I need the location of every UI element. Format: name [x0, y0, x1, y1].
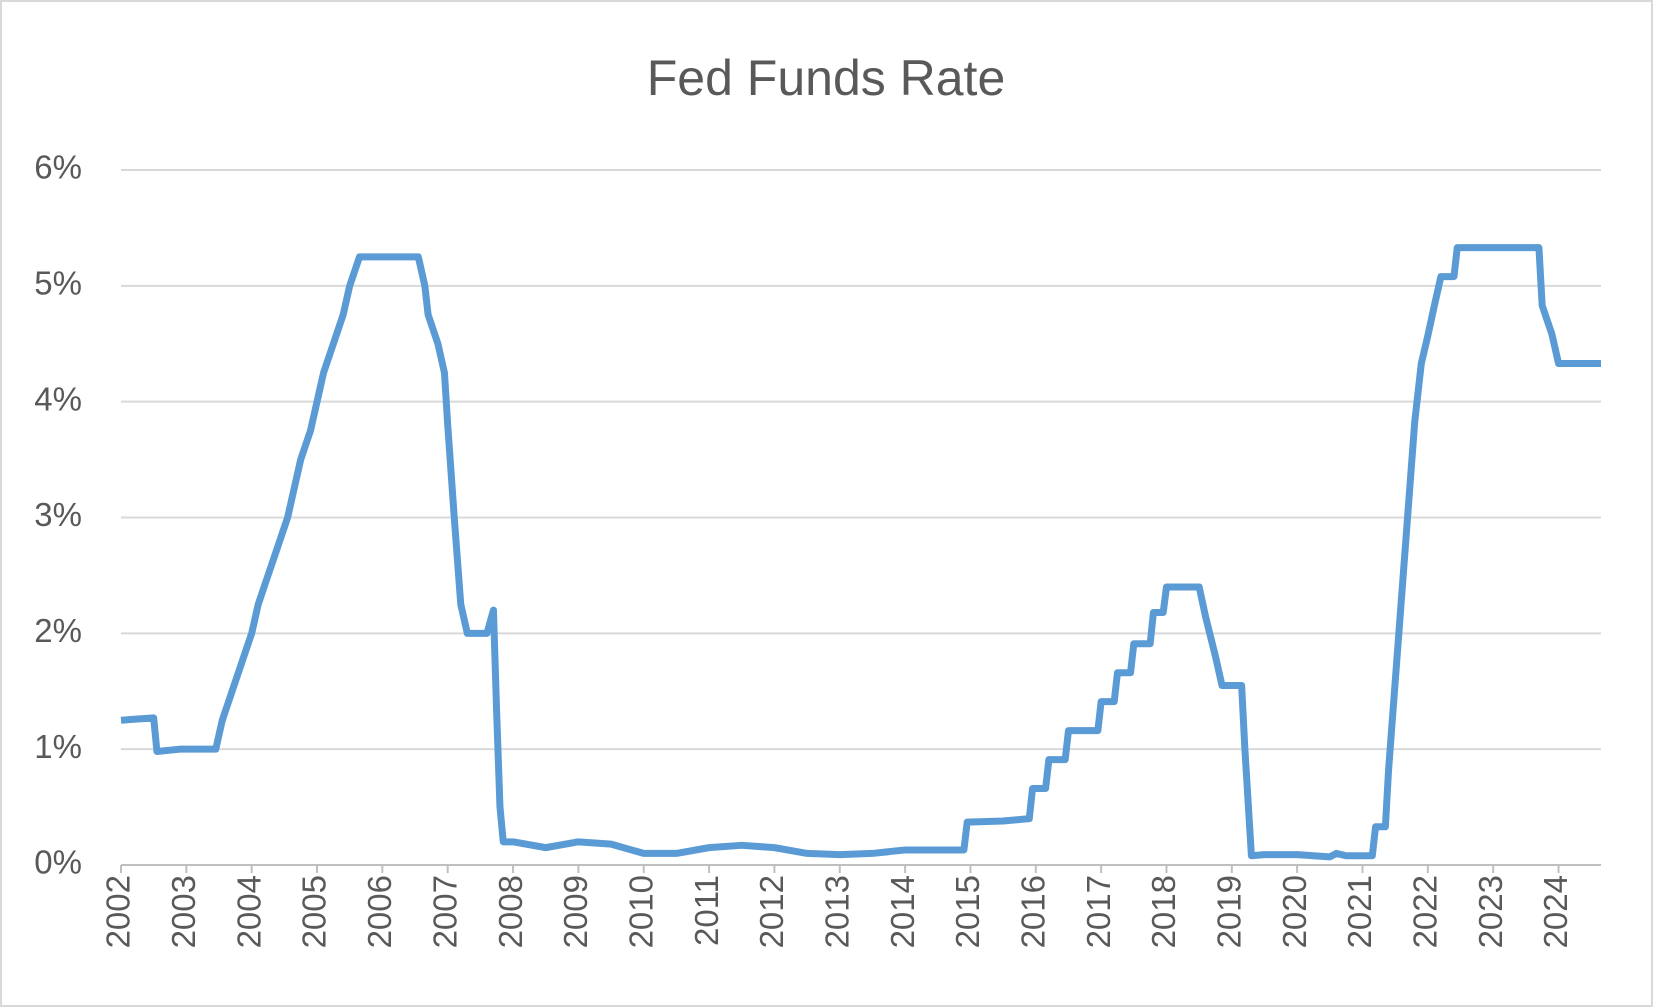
x-tick-label: 2018 — [1145, 875, 1182, 948]
x-tick-label: 2014 — [884, 875, 921, 948]
y-tick-label: 5% — [34, 265, 82, 302]
x-tick-label: 2011 — [688, 875, 725, 946]
x-tick-label: 2007 — [426, 875, 463, 948]
x-tick-label: 2015 — [949, 875, 986, 948]
x-tick-label: 2016 — [1015, 875, 1052, 948]
chart-title: Fed Funds Rate — [647, 50, 1006, 106]
y-tick-label: 0% — [34, 844, 82, 881]
x-tick-label: 2021 — [1341, 875, 1378, 948]
data-line — [120, 244, 1601, 861]
y-tick-label: 4% — [34, 380, 82, 417]
y-tick-label: 3% — [34, 496, 82, 533]
y-tick-label: 1% — [34, 728, 82, 765]
x-tick-label: 2023 — [1472, 875, 1509, 948]
y-tick-label: 2% — [34, 612, 82, 649]
x-tick-label: 2010 — [622, 875, 659, 948]
x-tick-label: 2003 — [165, 875, 202, 948]
y-tick-label: 6% — [34, 149, 82, 186]
x-tick-label: 2020 — [1276, 875, 1313, 948]
x-tick-label: 2009 — [557, 875, 594, 948]
x-tick-label: 2002 — [100, 875, 137, 948]
x-tick-label: 2012 — [753, 875, 790, 948]
x-tick-label: 2006 — [361, 875, 398, 948]
x-tick-label: 2019 — [1211, 875, 1248, 948]
x-tick-label: 2004 — [230, 875, 267, 948]
x-tick-label: 2024 — [1537, 875, 1574, 948]
x-tick-label: 2005 — [296, 875, 333, 948]
x-tick-label: 2008 — [492, 875, 529, 948]
x-tick-label: 2013 — [818, 875, 855, 948]
x-tick-label: 2022 — [1407, 875, 1444, 948]
x-tick-label: 2017 — [1080, 875, 1117, 948]
